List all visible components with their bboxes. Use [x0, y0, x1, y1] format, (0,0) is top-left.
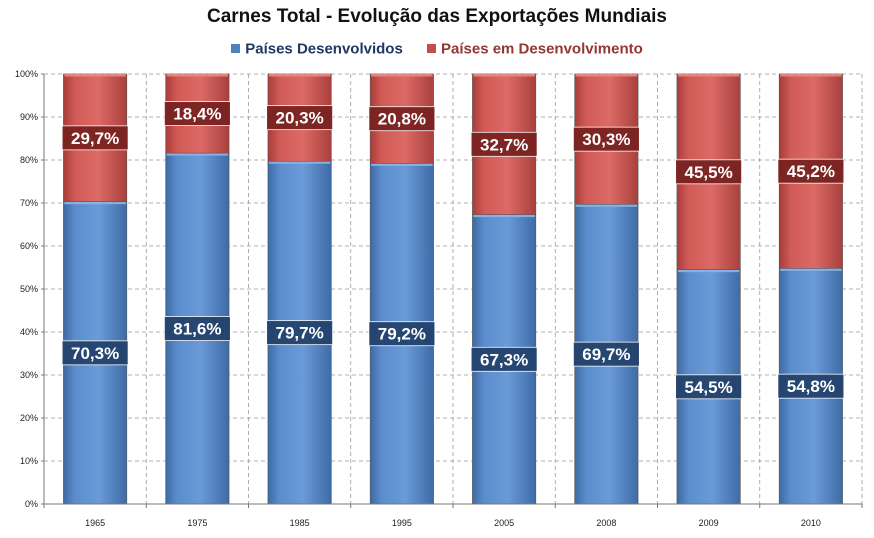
data-label-box	[368, 106, 436, 132]
y-tick-label: 30%	[20, 370, 38, 380]
legend-swatch-developing	[427, 43, 436, 53]
data-label: 79,2%	[378, 325, 426, 344]
y-tick-label: 0%	[25, 499, 38, 509]
data-label: 79,7%	[276, 324, 324, 343]
data-label: 67,3%	[480, 350, 528, 369]
legend-label-developing: Países em Desenvolvimento	[441, 40, 643, 58]
x-tick-label: 2005	[494, 518, 514, 528]
data-label: 45,2%	[787, 162, 835, 181]
bar-top-edge	[64, 201, 126, 205]
bar-top-edge	[677, 269, 740, 273]
data-label: 54,8%	[787, 377, 835, 396]
data-label: 30,3%	[582, 130, 630, 149]
data-label-box	[572, 126, 640, 152]
data-label-box	[675, 374, 743, 400]
bar-top-edge	[64, 74, 126, 77]
data-label: 32,7%	[480, 135, 528, 154]
y-tick-label: 100%	[15, 69, 38, 79]
legend-entry-developing: Países em Desenvolvimento	[427, 40, 643, 58]
data-label-box	[470, 346, 538, 372]
bar-top-edge	[166, 74, 229, 77]
bar-top-edge	[473, 74, 535, 77]
y-tick-label: 50%	[20, 284, 38, 294]
x-tick-label: 1965	[85, 518, 105, 528]
bar-top-edge	[473, 214, 535, 218]
bar-top-edge	[780, 74, 842, 77]
data-label: 69,7%	[582, 345, 630, 364]
bar-top-edge	[268, 74, 331, 77]
legend: Países Desenvolvidos Países em Desenvolv…	[0, 40, 874, 58]
data-label-box	[572, 341, 640, 367]
bar-top-edge	[371, 74, 433, 77]
label-layer: 70,3% 29,7% 81,6% 18,4% 79,7% 20,3% 79,2% 20,8%…	[61, 101, 845, 400]
x-tick-label: 2009	[699, 518, 719, 528]
data-label: 29,7%	[71, 129, 119, 148]
chart-title: Carnes Total - Evolução das Exportações …	[207, 6, 667, 27]
data-label-box	[470, 131, 538, 157]
y-tick-label: 20%	[20, 413, 38, 423]
bar-top-edge	[371, 163, 433, 166]
x-tick-label: 2008	[596, 518, 616, 528]
data-label-box	[777, 373, 845, 399]
data-label-box	[368, 321, 436, 347]
x-tick-label: 1995	[392, 518, 412, 528]
legend-label-developed: Países Desenvolvidos	[245, 40, 403, 58]
x-tick-label: 2010	[801, 518, 821, 528]
data-label: 18,4%	[173, 105, 221, 124]
data-label-box	[61, 125, 129, 151]
data-label: 45,5%	[685, 163, 733, 182]
data-label: 54,5%	[685, 378, 733, 397]
legend-entry-developed: Países Desenvolvidos	[231, 40, 403, 58]
y-tick-label: 70%	[20, 198, 38, 208]
bar-top-edge	[166, 153, 229, 156]
y-tick-label: 90%	[20, 112, 38, 122]
y-tick-label: 10%	[20, 456, 38, 466]
data-label-box	[163, 316, 231, 341]
data-label-box	[61, 340, 129, 366]
data-label-box	[163, 101, 231, 126]
x-tick-label: 1975	[187, 518, 207, 528]
data-label-box	[266, 105, 334, 131]
x-tick-label: 1985	[290, 518, 310, 528]
y-tick-label: 40%	[20, 327, 38, 337]
bar-top-edge	[677, 74, 740, 77]
data-label: 70,3%	[71, 344, 119, 363]
axis-layer: 0% 10% 20% 30% 40% 50% 60% 70% 80% 90% 100% 1965 197…	[15, 69, 863, 528]
data-label-box	[675, 159, 743, 185]
data-label: 20,8%	[378, 110, 426, 129]
y-tick-label: 80%	[20, 155, 38, 165]
bar-top-edge	[575, 204, 638, 207]
legend-swatch-developed	[231, 43, 241, 53]
y-tick-label: 60%	[20, 241, 38, 251]
bar-top-edge	[575, 74, 638, 77]
data-label: 20,3%	[276, 109, 324, 128]
data-label-box	[777, 158, 845, 184]
data-label-box	[266, 320, 334, 346]
bar-top-edge	[780, 268, 842, 271]
bar-top-edge	[268, 161, 331, 164]
data-label: 81,6%	[173, 320, 221, 339]
